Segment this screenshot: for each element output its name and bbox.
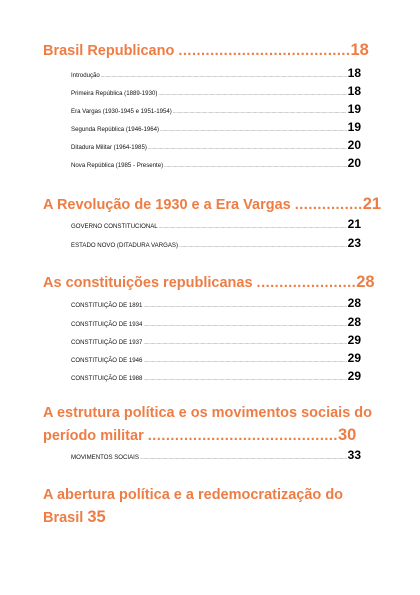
toc-entry[interactable]: Segunda República (1946-1964) 19 xyxy=(71,120,361,137)
entry-page-number: 29 xyxy=(347,351,361,365)
toc-entry[interactable]: GOVERNO CONSTITUCIONAL 21 xyxy=(71,217,361,234)
leader-dots: ........................................… xyxy=(147,428,338,444)
entry-label: Segunda República (1946-1964) xyxy=(71,126,160,133)
section-title: A Revolução de 1930 e a Era Vargas xyxy=(43,197,291,213)
entry-page-number: 33 xyxy=(347,448,361,462)
toc-entry[interactable]: CONSTITUIÇÃO DE 1934 28 xyxy=(71,315,361,332)
leader-dots xyxy=(143,299,346,313)
toc-entry[interactable]: Primeira República (1889-1930) 18 xyxy=(71,84,361,101)
toc-section-heading[interactable]: Brasil Republicano .....................… xyxy=(43,41,369,60)
entry-page-number: 18 xyxy=(347,66,361,80)
toc-section-heading[interactable]: A Revolução de 1930 e a Era Vargas .....… xyxy=(43,195,381,214)
entry-page-number: 29 xyxy=(347,333,361,347)
section-title: As constituições republicanas xyxy=(43,275,253,291)
entry-page-number: 19 xyxy=(347,102,361,116)
entry-label: CONSTITUIÇÃO DE 1937 xyxy=(71,339,143,346)
leader-dots xyxy=(143,354,346,368)
entry-label: Introdução xyxy=(71,72,100,79)
leader-dots xyxy=(143,336,346,350)
toc-entry[interactable]: Era Vargas (1930-1945 e 1951-1954) 19 xyxy=(71,102,361,119)
leader-dots xyxy=(160,123,347,137)
leader-dots xyxy=(159,220,347,234)
entry-page-number: 20 xyxy=(347,138,361,152)
leader-dots: ...................... xyxy=(256,275,357,291)
entry-label: Ditadura Militar (1964-1985) xyxy=(71,144,147,151)
leader-dots xyxy=(148,141,347,155)
leader-dots xyxy=(173,105,347,119)
toc-entry[interactable]: Introdução 18 xyxy=(71,66,361,83)
leader-dots xyxy=(179,239,347,253)
entry-page-number: 18 xyxy=(347,84,361,98)
entry-label: GOVERNO CONSTITUCIONAL xyxy=(71,223,158,230)
entry-label: ESTADO NOVO (DITADURA VARGAS) xyxy=(71,242,178,249)
toc-section-heading[interactable]: A abertura política e a redemocratização… xyxy=(43,484,373,529)
entry-page-number: 23 xyxy=(347,236,361,250)
toc-entry[interactable]: Ditadura Militar (1964-1985) 20 xyxy=(71,138,361,155)
entry-page-number: 20 xyxy=(347,156,361,170)
entry-page-number: 29 xyxy=(347,369,361,383)
leader-dots xyxy=(101,69,347,83)
section-page-number: 30 xyxy=(337,426,357,444)
section-title: A abertura política e a redemocratização… xyxy=(43,487,344,526)
entry-label: CONSTITUIÇÃO DE 1946 xyxy=(71,357,143,364)
entry-label: CONSTITUIÇÃO DE 1934 xyxy=(71,321,143,328)
entry-page-number: 28 xyxy=(347,315,361,329)
section-title: Brasil Republicano xyxy=(43,43,175,59)
leader-dots xyxy=(143,372,346,386)
entry-page-number: 21 xyxy=(347,217,361,231)
entry-label: Primeira República (1889-1930) xyxy=(71,90,158,97)
toc-entry[interactable]: Nova República (1985 - Presente) 20 xyxy=(71,156,361,173)
leader-dots: ............... xyxy=(294,197,363,213)
toc-entry[interactable]: CONSTITUIÇÃO DE 1891 28 xyxy=(71,296,361,313)
leader-dots xyxy=(140,451,347,465)
toc-entry[interactable]: MOVIMENTOS SOCIAIS 33 xyxy=(71,448,361,465)
entry-label: Nova República (1985 - Presente) xyxy=(71,162,164,169)
entry-label: CONSTITUIÇÃO DE 1891 xyxy=(71,302,143,309)
toc-section-heading[interactable]: As constituições republicanas ..........… xyxy=(43,273,375,292)
entry-label: CONSTITUIÇÃO DE 1988 xyxy=(71,375,143,382)
entry-label: MOVIMENTOS SOCIAIS xyxy=(71,454,139,461)
section-title: A estrutura política e os movimentos soc… xyxy=(43,405,373,444)
section-page-number: 35 xyxy=(87,508,106,526)
toc-entry[interactable]: ESTADO NOVO (DITADURA VARGAS) 23 xyxy=(71,236,361,253)
toc-section-heading[interactable]: A estrutura política e os movimentos soc… xyxy=(43,402,373,447)
leader-dots xyxy=(158,87,346,101)
toc-entry[interactable]: CONSTITUIÇÃO DE 1946 29 xyxy=(71,351,361,368)
leader-dots: ...................................... xyxy=(178,43,351,59)
leader-dots xyxy=(143,318,346,332)
entry-page-number: 28 xyxy=(347,296,361,310)
toc-entry[interactable]: CONSTITUIÇÃO DE 1937 29 xyxy=(71,333,361,350)
section-page-number: 21 xyxy=(362,195,382,213)
entry-page-number: 19 xyxy=(347,120,361,134)
section-page-number: 18 xyxy=(350,41,369,59)
entry-label: Era Vargas (1930-1945 e 1951-1954) xyxy=(71,108,172,115)
section-page-number: 28 xyxy=(356,273,375,291)
leader-dots xyxy=(164,159,347,173)
toc-entry[interactable]: CONSTITUIÇÃO DE 1988 29 xyxy=(71,369,361,386)
